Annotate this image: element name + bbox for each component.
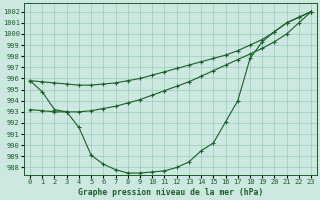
- X-axis label: Graphe pression niveau de la mer (hPa): Graphe pression niveau de la mer (hPa): [78, 188, 263, 197]
